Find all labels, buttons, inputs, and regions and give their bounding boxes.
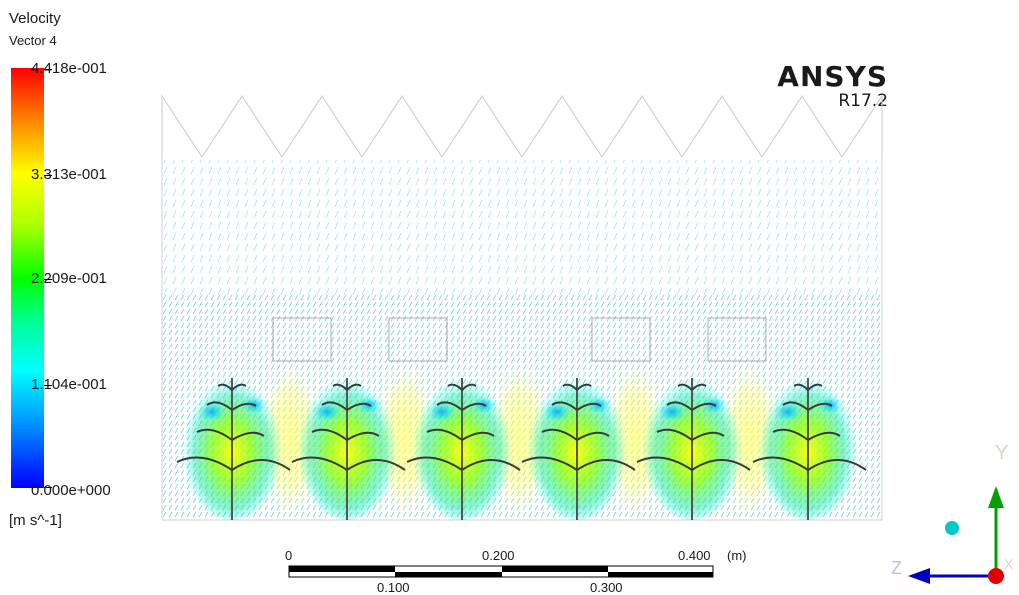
- fixture-box: [591, 317, 651, 362]
- legend-subtitle: Vector 4: [9, 33, 57, 48]
- axis-triad: [908, 486, 1004, 584]
- scale-label-0200: 0.200: [482, 548, 515, 563]
- scale-unit: (m): [727, 548, 747, 563]
- plant: [636, 370, 751, 520]
- plant: [752, 370, 867, 520]
- axis-y-label: Y: [995, 442, 1009, 464]
- roof-outline: [161, 94, 883, 158]
- scale-label-0100: 0.100: [377, 580, 410, 595]
- scale-label-0300: 0.300: [590, 580, 623, 595]
- colorbar-tick: [44, 175, 52, 176]
- scale-bar: [288, 565, 714, 578]
- fixture-box: [272, 317, 332, 362]
- ansys-logo: ANSYS R17.2: [777, 60, 888, 111]
- fixture-box: [707, 317, 767, 362]
- colorbar-tick: [44, 487, 52, 488]
- colorbar-tick-label: 1.104e-001: [31, 376, 107, 393]
- vector-field-upper: [163, 160, 881, 300]
- legend-units: [m s^-1]: [9, 512, 62, 529]
- brand-name: ANSYS: [777, 60, 888, 93]
- plant: [291, 370, 406, 520]
- plant: [406, 370, 521, 520]
- colorbar-tick-label: 2.209e-001: [31, 270, 107, 287]
- colorbar-tick-label-min: 0.000e+000: [31, 482, 111, 499]
- plant: [176, 370, 291, 520]
- fixture-box: [388, 317, 448, 362]
- scale-label-0: 0: [285, 548, 293, 563]
- axis-x-label: X: [1004, 556, 1014, 572]
- axis-z-label: Z: [891, 558, 902, 578]
- colorbar-tick: [44, 279, 52, 280]
- colorbar-tick-label: 3.313e-001: [31, 166, 107, 183]
- legend-title: Velocity: [9, 10, 61, 27]
- domain-outline: [161, 157, 883, 521]
- colorbar-tick: [44, 385, 52, 386]
- scale-label-0400: 0.400: [678, 548, 711, 563]
- color-bar: [11, 68, 44, 488]
- colorbar-tick-label-max: 4.418e-001: [31, 60, 107, 77]
- plant: [521, 370, 636, 520]
- colorbar-tick: [44, 69, 52, 70]
